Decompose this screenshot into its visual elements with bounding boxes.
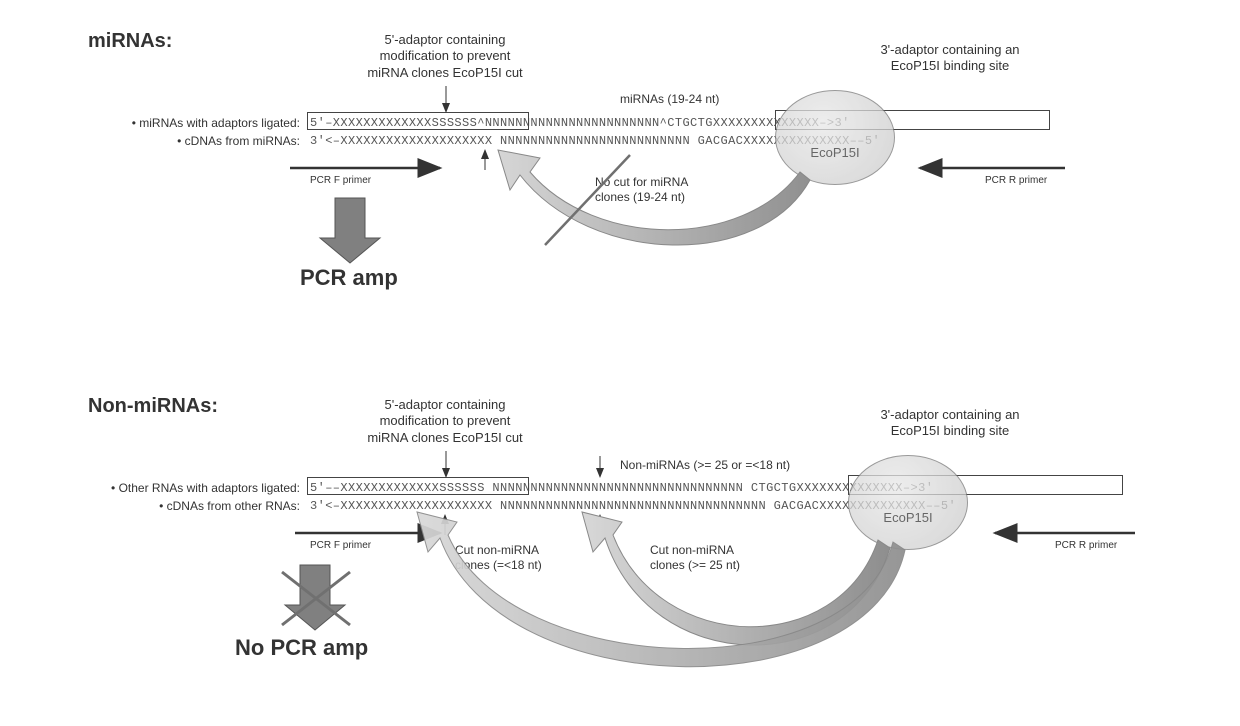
panel2-result: No PCR amp: [235, 635, 368, 661]
panel1-adaptor3-label: 3'-adaptor containing anEcoP15I binding …: [850, 42, 1050, 75]
panel2-pcr-f: PCR F primer: [310, 540, 371, 551]
panel2-svg: [0, 0, 1240, 726]
panel2-adaptor5-label: 5'-adaptor containingmodification to pre…: [335, 397, 555, 446]
panel1-pcr-r: PCR R primer: [985, 175, 1047, 186]
panel1-title: miRNAs:: [88, 30, 172, 53]
panel1-ecop-ellipse: EcoP15I: [775, 90, 895, 185]
panel2-ecop-ellipse: EcoP15I: [848, 455, 968, 550]
panel2-len-label: Non-miRNAs (>= 25 or =<18 nt): [620, 458, 790, 472]
panel2-row2-label: • cDNAs from other RNAs:: [35, 499, 300, 513]
panel2-ecop-label: EcoP15I: [849, 510, 967, 525]
panel1-ecop-label: EcoP15I: [776, 145, 894, 160]
panel2-title: Non-miRNAs:: [88, 395, 218, 418]
panel1-row1-label: • miRNAs with adaptors ligated:: [70, 116, 300, 130]
panel2-adaptor5-box: [307, 477, 529, 495]
panel1-adaptor5-label: 5'-adaptor containingmodification to pre…: [335, 32, 555, 81]
panel2-cut18-label: Cut non-miRNAclones (=<18 nt): [455, 543, 542, 573]
panel2-cut25-label: Cut non-miRNAclones (>= 25 nt): [650, 543, 740, 573]
panel1-mirna-len: miRNAs (19-24 nt): [620, 92, 719, 106]
panel2-pcr-r: PCR R primer: [1055, 540, 1117, 551]
panel1-nocut-label: No cut for miRNAclones (19-24 nt): [595, 175, 688, 205]
panel1-row2-label: • cDNAs from miRNAs:: [70, 134, 300, 148]
panel2-row1-label: • Other RNAs with adaptors ligated:: [35, 481, 300, 495]
panel1-result: PCR amp: [300, 265, 398, 291]
panel1-pcr-f: PCR F primer: [310, 175, 371, 186]
panel1-adaptor5-box: [307, 112, 529, 130]
panel2-adaptor3-label: 3'-adaptor containing anEcoP15I binding …: [850, 407, 1050, 440]
